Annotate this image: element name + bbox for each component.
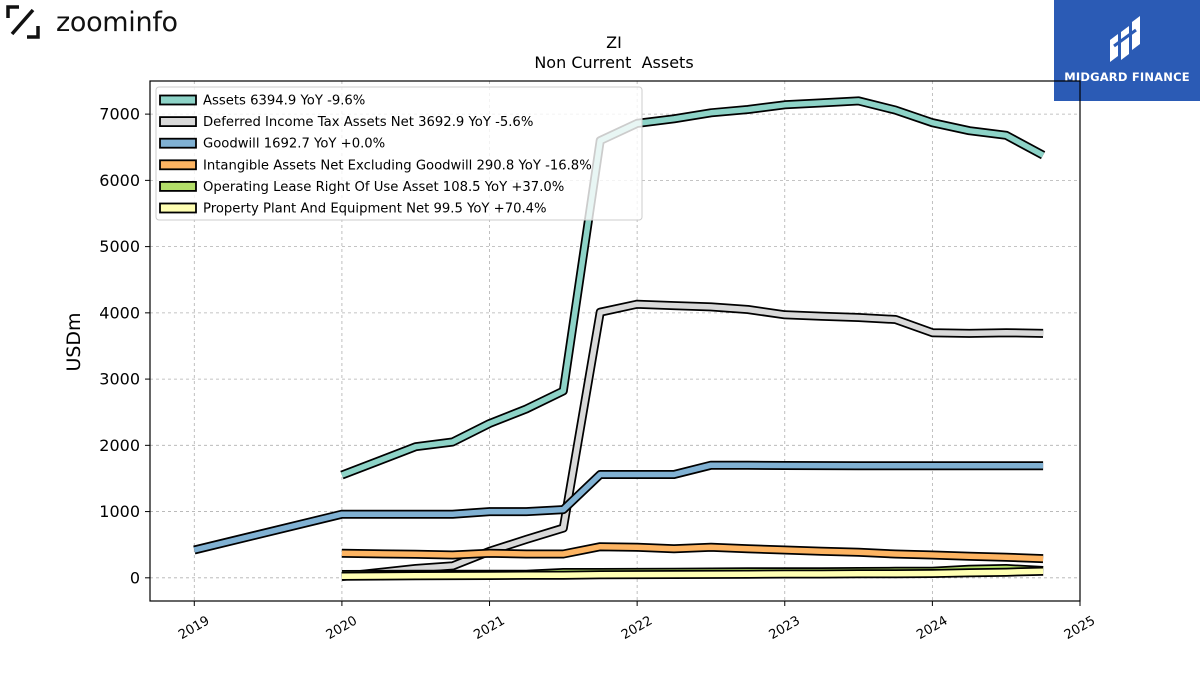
legend-swatch [159,159,197,171]
legend-entry: Assets 6394.9 YoY -9.6% [203,94,365,109]
legend-entry: Operating Lease Right Of Use Asset 108.5… [203,180,564,195]
y-tick-label: 5000 [99,237,140,256]
y-tick-label: 6000 [99,171,140,190]
series-2 [193,460,1044,555]
midgard-wordmark: MIDGARD FINANCE [1064,70,1190,84]
y-tick-label: 3000 [99,370,140,389]
x-tick-label: 2019 [176,613,212,643]
y-tick-label: 1000 [99,502,140,521]
series-line [341,568,1044,579]
midgard-finance-logo: MIDGARD FINANCE [1054,0,1200,101]
series-line-outline [193,460,1044,555]
legend-entry: Goodwill 1692.7 YoY +0.0% [203,137,385,152]
series-line [340,98,1045,478]
series-layer [193,96,1046,581]
series-3 [341,542,1044,564]
legend-box [155,86,643,221]
y-tick-label: 2000 [99,436,140,455]
chart-subtitle: Non Current Assets [534,53,693,72]
y-axis-label: USDm [63,312,85,371]
legend-swatch [159,202,197,214]
series-5 [341,566,1044,581]
series-line [341,543,1044,562]
x-axis-ticks: 2019 2020 2021 2022 2023 2024 2025 [176,601,1098,643]
x-tick-label: 2025 [1062,613,1098,643]
midgard-mark-icon [1110,16,1140,62]
zoominfo-wordmark: zoominfo [56,6,178,38]
x-tick-label: 2021 [471,613,507,643]
y-axis-ticks: 0 1000 2000 3000 4000 5000 6000 7000 [99,105,150,587]
series-0 [340,96,1046,480]
y-tick-label: 7000 [99,105,140,124]
legend-entry: Deferred Income Tax Assets Net 3692.9 Yo… [203,115,533,130]
x-tick-label: 2020 [324,613,360,643]
series-line [193,462,1044,553]
legend-swatch [159,137,197,149]
legend-swatch [159,94,197,106]
legend-swatch [159,180,197,192]
y-tick-label: 0 [130,568,140,587]
legend-swatch [159,116,197,127]
zoominfo-mark-icon [6,5,40,39]
legend: Assets 6394.9 YoY -9.6% Deferred Income T… [155,86,643,221]
legend-entry: Property Plant And Equipment Net 99.5 Yo… [203,202,547,217]
x-tick-label: 2022 [619,613,655,643]
plot-frame [149,80,1081,602]
zoominfo-logo: zoominfo [6,4,178,40]
x-tick-label: 2023 [767,613,803,643]
chart-title: ZI [606,33,622,52]
legend-entry: Intangible Assets Net Excluding Goodwill… [203,158,592,173]
x-tick-label: 2024 [914,613,950,643]
y-tick-label: 4000 [99,303,140,322]
